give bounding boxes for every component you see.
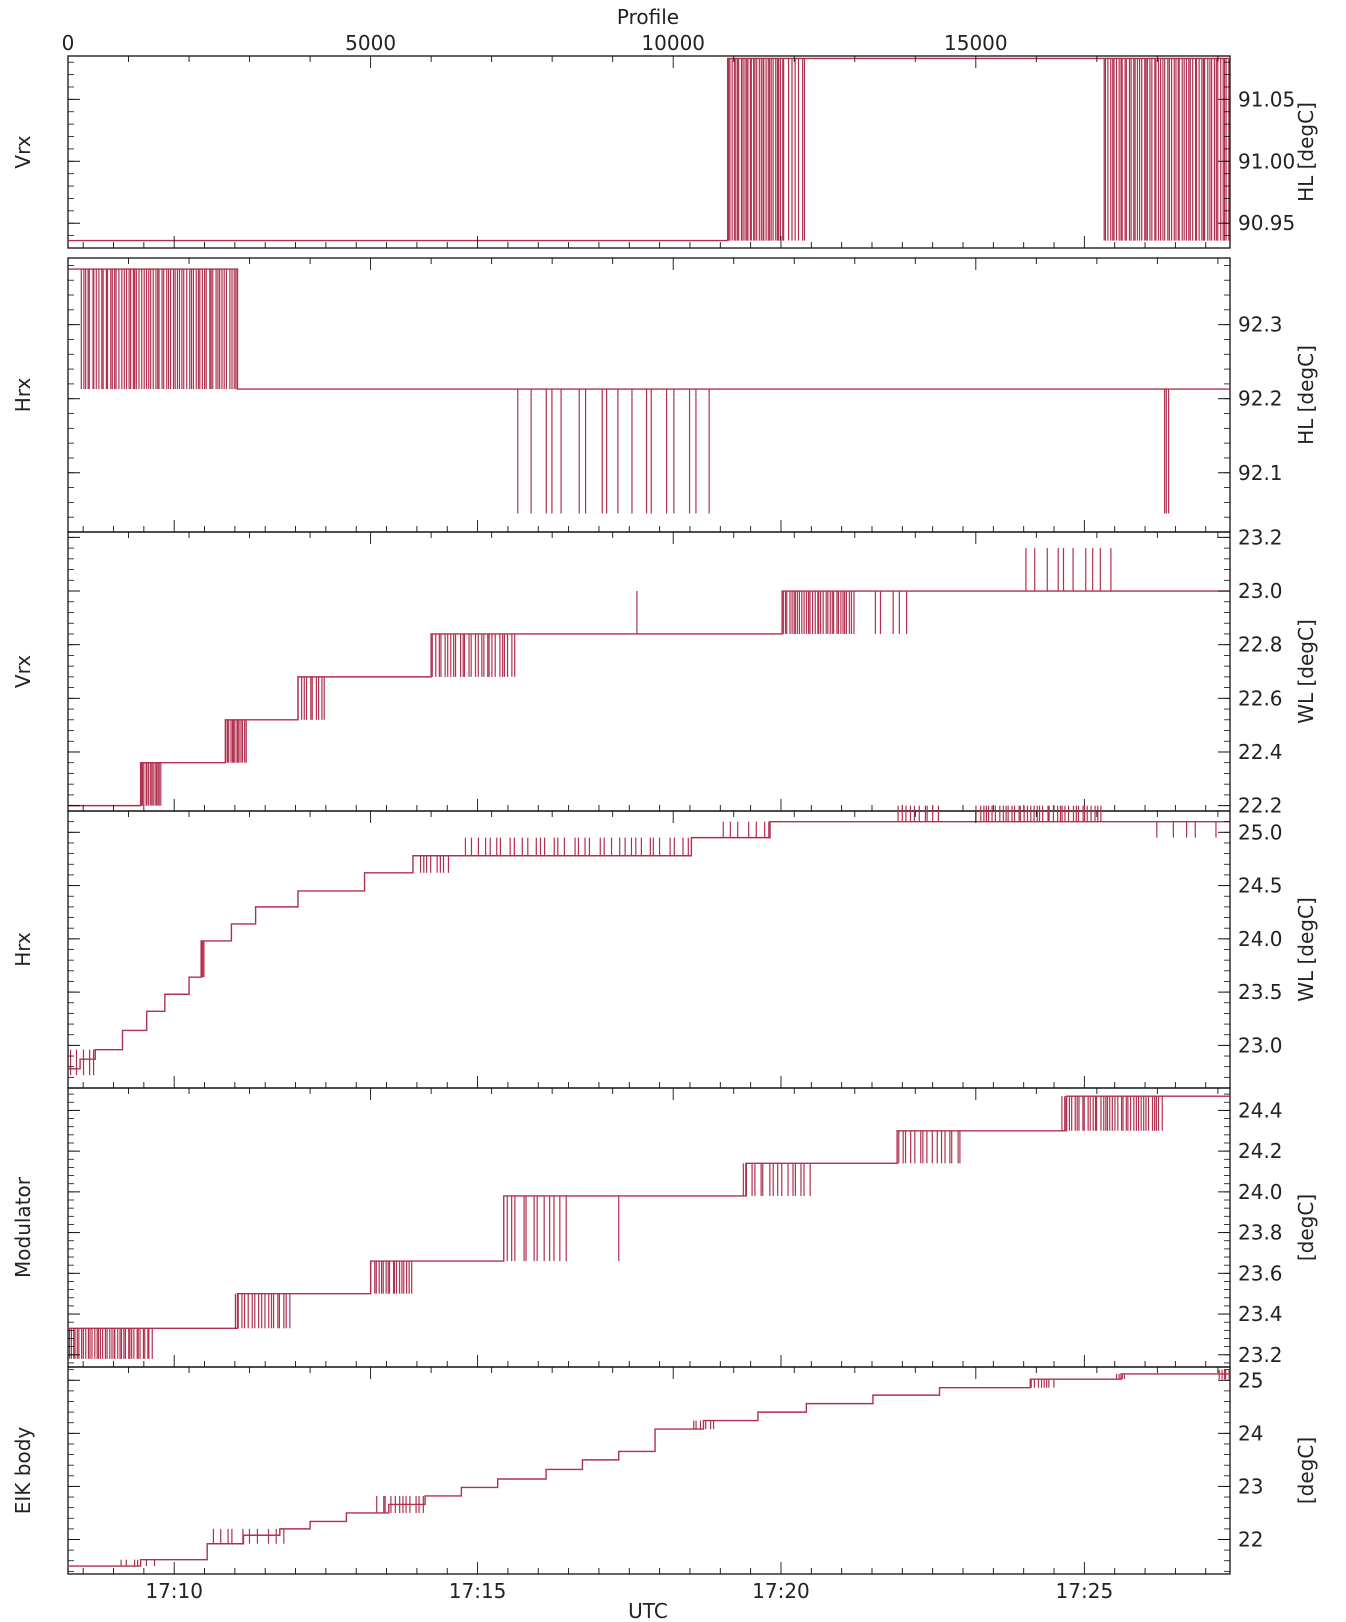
- panel-frame: [67, 531, 1231, 812]
- panel-right-label: [degC]: [1294, 1194, 1318, 1261]
- panel-6: EIK body [degC]: [11, 1366, 1318, 1575]
- bottom-axis-title: UTC: [628, 1599, 668, 1622]
- ytick-label: 91.05: [1238, 87, 1295, 111]
- panel-3: Vrx WL [degC]: [11, 531, 1318, 812]
- ytick-label: 23.8: [1238, 1221, 1283, 1245]
- bottom-axis-tick-label: 17:25: [1056, 1579, 1114, 1603]
- ytick-label: 92.2: [1238, 387, 1283, 411]
- panel-left-label: Hrx: [11, 378, 35, 413]
- series-step-line: [68, 820, 1230, 1070]
- ytick-label: 22.2: [1238, 794, 1283, 818]
- ytick-label: 23.5: [1238, 980, 1283, 1004]
- bottom-axis-tick-label: 17:15: [449, 1579, 507, 1603]
- ytick-label: 25.0: [1238, 820, 1283, 844]
- panel-frame: [67, 810, 1231, 1089]
- panel-left-label: Vrx: [11, 655, 35, 688]
- ytick-label: 92.1: [1238, 461, 1283, 485]
- ytick-label: 25: [1238, 1368, 1263, 1392]
- top-axis-tick-label: 10000: [641, 31, 705, 55]
- bottom-axis-tick-label: 17:20: [752, 1579, 810, 1603]
- bottom-axis-tick-label: 17:10: [145, 1579, 203, 1603]
- panel-4: Hrx WL [degC]: [11, 805, 1318, 1089]
- panel-left-label: Vrx: [11, 135, 35, 168]
- ytick-label: 22.6: [1238, 686, 1283, 710]
- ytick-label: 23: [1238, 1474, 1263, 1498]
- panel-frame: [67, 257, 1231, 533]
- ytick-label: 22: [1238, 1528, 1263, 1552]
- panel-frame: [67, 1366, 1231, 1575]
- panel-left-label: EIK body: [11, 1427, 35, 1515]
- series-step-line: [68, 268, 1230, 390]
- top-axis-title: Profile: [617, 5, 679, 29]
- panel-5: Modulator [degC]: [11, 1087, 1318, 1368]
- series-step-line: [68, 1095, 1230, 1330]
- ytick-label: 23.6: [1238, 1261, 1283, 1285]
- panel-right-label: WL [degC]: [1294, 897, 1318, 1002]
- series-step-line: [68, 590, 1230, 807]
- panel-2: Hrx HL [degC]: [11, 257, 1318, 533]
- ytick-label: 23.0: [1238, 1033, 1283, 1057]
- ytick-label: 23.4: [1238, 1302, 1283, 1326]
- top-axis-tick-label: 0: [62, 31, 75, 55]
- panel-right-label: HL [degC]: [1294, 345, 1318, 445]
- ytick-label: 91.00: [1238, 149, 1295, 173]
- ytick-label: 23.2: [1238, 1343, 1283, 1367]
- ytick-label: 24.4: [1238, 1098, 1283, 1122]
- panel-right-label: HL [degC]: [1294, 102, 1318, 202]
- top-axis-tick-label: 15000: [944, 31, 1008, 55]
- ytick-label: 90.95: [1238, 211, 1295, 235]
- ytick-label: 24.0: [1238, 927, 1283, 951]
- series-step-line: [68, 57, 1230, 242]
- ytick-label: 24.2: [1238, 1139, 1283, 1163]
- panel-frame: [67, 55, 1231, 249]
- ytick-label: 24.0: [1238, 1180, 1283, 1204]
- ytick-label: 24.5: [1238, 874, 1283, 898]
- series-step-line: [68, 1373, 1230, 1567]
- panel-right-label: [degC]: [1294, 1437, 1318, 1504]
- ytick-label: 22.4: [1238, 740, 1283, 764]
- ytick-label: 23.2: [1238, 525, 1283, 549]
- top-axis-tick-label: 5000: [345, 31, 396, 55]
- ytick-label: 24: [1238, 1421, 1263, 1445]
- panel-left-label: Hrx: [11, 932, 35, 967]
- panel-1: Vrx HL [degC]: [11, 55, 1318, 249]
- ytick-label: 92.3: [1238, 313, 1283, 337]
- ytick-label: 22.8: [1238, 633, 1283, 657]
- ytick-label: 23.0: [1238, 579, 1283, 603]
- panel-left-label: Modulator: [11, 1176, 35, 1278]
- panel-right-label: WL [degC]: [1294, 619, 1318, 724]
